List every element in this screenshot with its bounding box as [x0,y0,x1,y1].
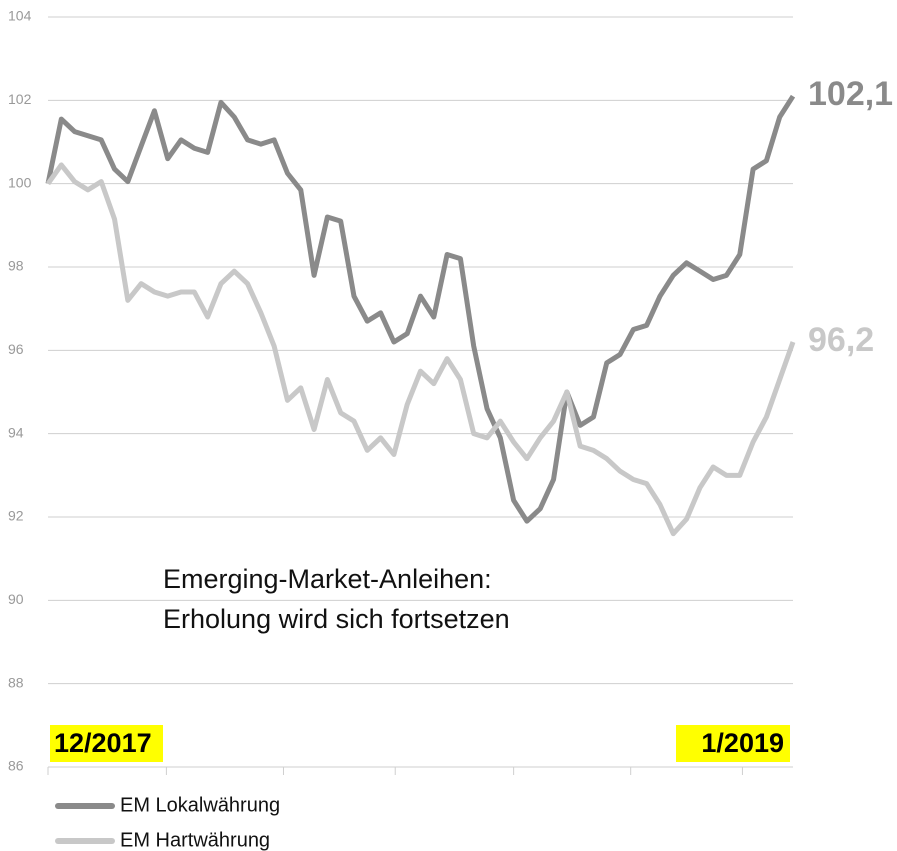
legend-label: EM Hartwährung [120,829,270,851]
y-tick-label: 100 [8,174,32,190]
y-tick-label: 96 [8,341,24,357]
y-tick-label: 92 [8,508,24,524]
series-line [45,94,796,524]
y-tick-label: 86 [8,758,24,774]
date-highlight [676,725,790,762]
y-tick-label: 94 [8,424,24,440]
end-label: 96,2 [808,321,874,359]
y-tick-label: 104 [8,8,32,24]
annotation: Emerging-Market-Anleihen: [163,564,492,594]
series-line [45,162,796,537]
y-tick-label: 98 [8,258,24,274]
end-date: 1/2019 [701,728,784,758]
legend-label: EM Lokalwährung [120,794,280,816]
y-tick-label: 102 [8,91,32,107]
y-tick-label: 88 [8,674,24,690]
end-label: 102,1 [808,75,893,113]
start-date: 12/2017 [54,728,152,758]
y-tick-label: 90 [8,591,24,607]
date-highlight [50,725,163,762]
annotation: Erholung wird sich fortsetzen [163,604,510,634]
